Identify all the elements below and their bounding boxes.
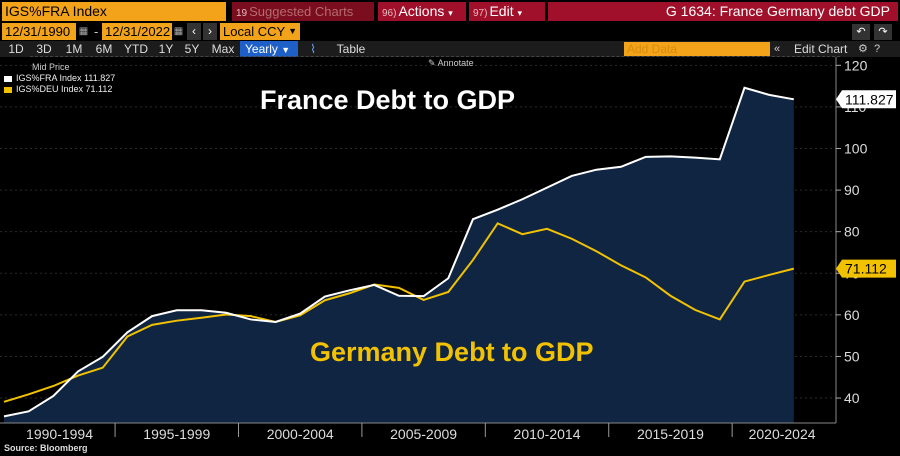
double-chevron-left-icon[interactable]: « — [774, 43, 781, 55]
annotate-button[interactable]: ✎ Annotate — [428, 58, 474, 69]
period-5y[interactable]: 5Y — [184, 42, 200, 56]
value-badge-label: 111.827 — [845, 91, 894, 107]
chart-area: 405060708090100110120 1990-19941995-1999… — [0, 57, 900, 456]
legend-header: Mid Price — [32, 62, 70, 72]
source-note: Source: Bloomberg — [4, 443, 88, 453]
germany-series-line[interactable] — [3, 222, 795, 403]
germany-title: Germany Debt to GDP — [310, 337, 594, 367]
edit-menu-button[interactable]: 97) Edit ▾ — [469, 2, 545, 21]
settings-icon[interactable]: ⚙ — [858, 43, 868, 55]
y-tick-label: 40 — [844, 390, 860, 406]
end-date-input[interactable]: 12/31/2022 — [102, 23, 172, 40]
period-1d[interactable]: 1D — [8, 42, 24, 56]
legend-label: IGS%DEU Index 71.112 — [16, 84, 113, 94]
title-bar: IGS%FRA Index 19 Suggested Charts 96) Acti… — [0, 0, 900, 22]
period-1m[interactable]: 1M — [65, 42, 83, 56]
date-separator: - — [94, 24, 99, 39]
value-badge-label: 71.112 — [845, 261, 887, 277]
annotate-label: Annotate — [437, 58, 474, 68]
date-range-bar: 12/31/1990 ▦ - 12/31/2022 ▦ ‹ › Local CC… — [0, 23, 900, 41]
currency-label: Local CCY — [223, 24, 286, 39]
x-tick-label: 2010-2014 — [514, 426, 581, 442]
line-chart-icon[interactable]: ⌇ — [310, 42, 316, 56]
period-6m[interactable]: 6M — [95, 42, 113, 56]
table-button[interactable]: Table — [336, 42, 366, 56]
chevron-down-icon: ▼ — [281, 45, 291, 55]
y-tick-label: 90 — [844, 182, 860, 198]
legend-item-france[interactable]: IGS%FRA Index 111.827 — [4, 73, 115, 84]
edit-label: Edit — [489, 3, 514, 19]
suggested-charts-button[interactable]: 19 Suggested Charts — [232, 2, 374, 21]
germany-last-value-badge: 71.112 — [836, 259, 896, 278]
x-tick-label: 2015-2019 — [637, 426, 704, 442]
y-tick-label: 80 — [844, 224, 860, 240]
x-tick-label: 2005-2009 — [390, 426, 457, 442]
period-max[interactable]: Max — [211, 42, 235, 56]
chevron-down-icon: ▾ — [517, 8, 522, 18]
frequency-select[interactable]: Yearly ▼ — [240, 41, 298, 57]
legend-item-germany[interactable]: IGS%DEU Index 71.112 — [4, 84, 115, 95]
y-tick-label: 60 — [844, 307, 860, 323]
chart-toolbar: 1D 3D 1M 6M YTD 1Y 5Y Max Yearly ▼ ⌇ Tab… — [0, 41, 900, 57]
start-date-input[interactable]: 12/31/1990 — [2, 23, 76, 40]
undo-icon[interactable]: ↶ — [852, 24, 870, 40]
value-badge-bg — [836, 90, 896, 109]
actions-menu-button[interactable]: 96) Actions ▾ — [378, 2, 466, 21]
period-ytd[interactable]: YTD — [124, 42, 148, 56]
legend-swatch — [4, 75, 12, 82]
france-last-value-badge: 111.827 — [836, 90, 896, 109]
next-period-button[interactable]: › — [203, 23, 217, 40]
france-area-fill — [4, 87, 794, 423]
france-title: France Debt to GDP — [260, 85, 515, 115]
period-1y[interactable]: 1Y — [158, 42, 174, 56]
prev-period-button[interactable]: ‹ — [187, 23, 201, 40]
frequency-label: Yearly — [245, 42, 278, 56]
redo-icon[interactable]: ↷ — [874, 24, 892, 40]
window-title: G 1634: France Germany debt GDP — [548, 2, 898, 21]
chevron-down-icon: ▾ — [448, 8, 453, 18]
line-chart[interactable]: 405060708090100110120 1990-19941995-1999… — [0, 57, 900, 456]
actions-number: 96) — [382, 8, 397, 19]
france-series-line[interactable] — [3, 86, 795, 418]
suggested-number: 19 — [236, 8, 248, 19]
y-tick-label: 120 — [844, 57, 868, 73]
edit-chart-button[interactable]: Edit Chart — [794, 41, 847, 57]
x-tick-label: 2000-2004 — [267, 426, 334, 442]
suggested-charts-label: Suggested Charts — [249, 4, 354, 19]
edit-icon: ✎ — [428, 58, 436, 68]
legend-swatch — [4, 86, 12, 93]
x-tick-label: 2020-2024 — [749, 426, 816, 442]
y-tick-label: 50 — [844, 348, 860, 364]
edit-number: 97) — [473, 8, 488, 19]
actions-label: Actions — [398, 3, 445, 19]
value-badge-bg — [836, 259, 896, 278]
ticker-field[interactable]: IGS%FRA Index — [2, 2, 226, 21]
legend-label: IGS%FRA Index 111.827 — [16, 73, 116, 83]
chevron-down-icon: ▼ — [288, 26, 297, 36]
legend: Mid Price IGS%FRA Index 111.827 IGS%DEU … — [4, 62, 115, 95]
x-tick-label: 1990-1994 — [26, 426, 93, 442]
x-tick-label: 1995-1999 — [143, 426, 210, 442]
add-data-input[interactable]: Add Data — [624, 42, 770, 56]
calendar-icon[interactable]: ▦ — [173, 26, 184, 37]
edit-chart-label: Edit Chart — [794, 42, 848, 56]
period-3d[interactable]: 3D — [36, 42, 52, 56]
calendar-icon[interactable]: ▦ — [78, 26, 89, 37]
help-icon[interactable]: ? — [874, 43, 881, 55]
y-tick-label: 100 — [844, 141, 868, 157]
chart-top-border — [30, 56, 840, 58]
currency-select[interactable]: Local CCY ▼ — [220, 23, 300, 40]
